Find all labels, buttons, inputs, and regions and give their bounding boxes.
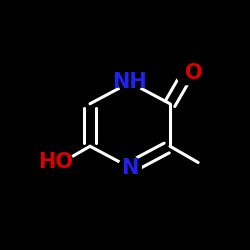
Circle shape [50,151,73,174]
Text: N: N [121,158,139,178]
Text: HO: HO [38,152,73,172]
Circle shape [176,62,199,85]
Text: O: O [185,64,202,84]
Circle shape [119,156,141,179]
Text: NH: NH [112,72,148,92]
Circle shape [119,71,141,94]
